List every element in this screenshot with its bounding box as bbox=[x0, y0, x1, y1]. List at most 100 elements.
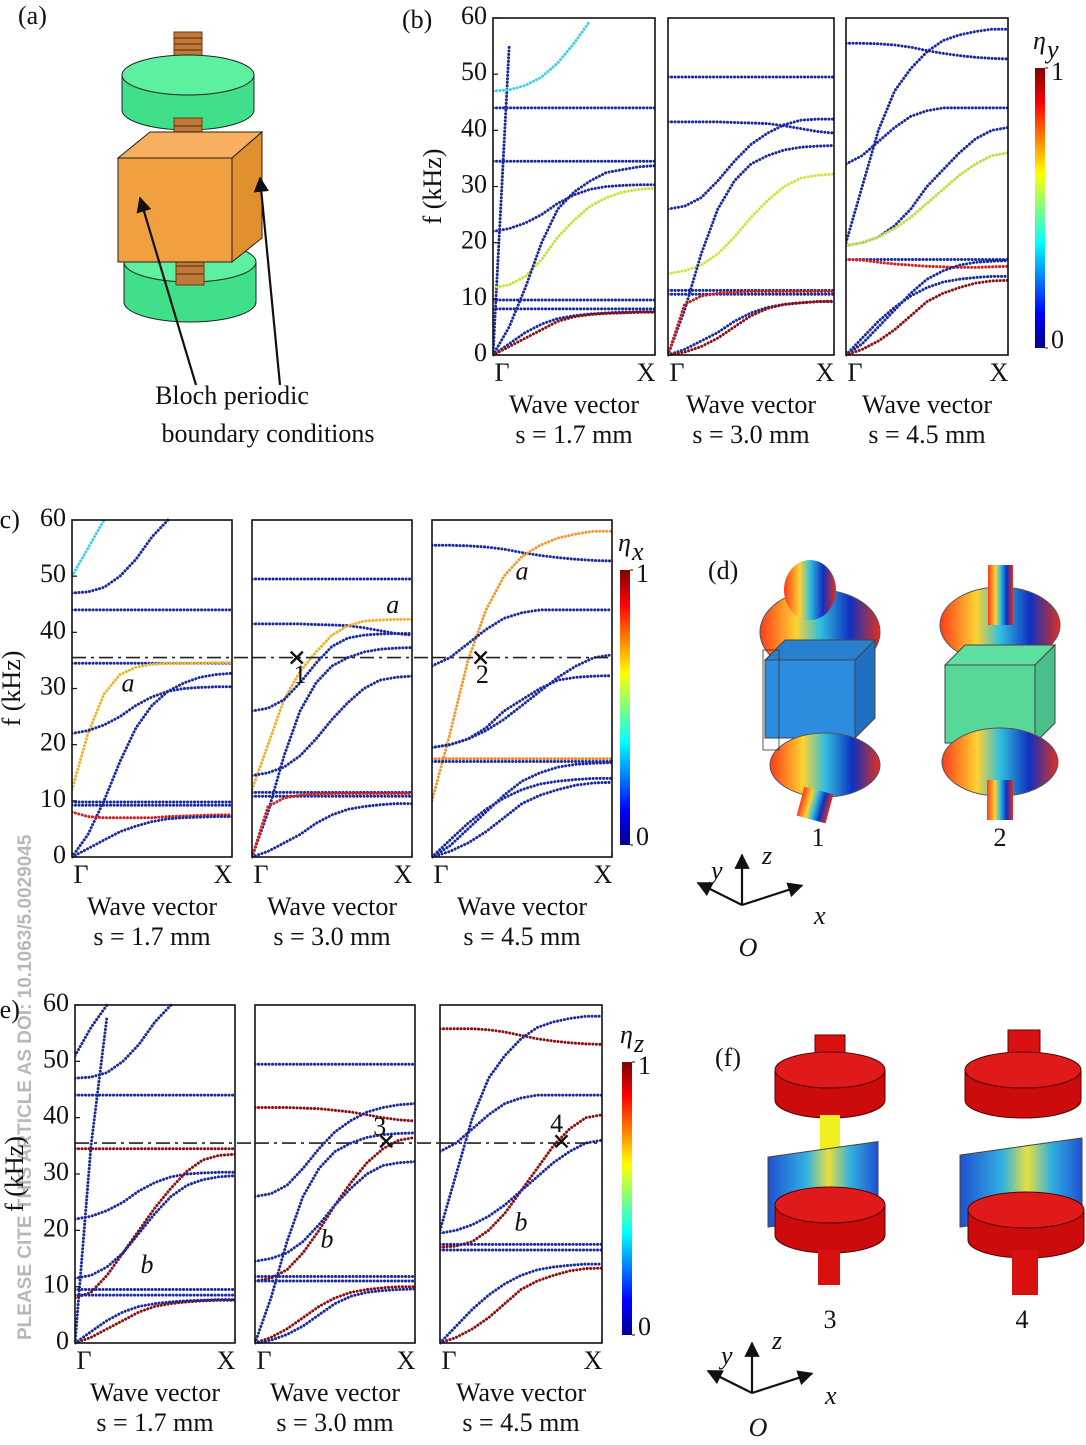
axis-letter: O bbox=[739, 933, 758, 962]
x-axis-label: Wave vector bbox=[509, 390, 639, 419]
band bbox=[255, 1131, 415, 1345]
band bbox=[493, 186, 655, 290]
colorbar-tick-label: 0 bbox=[1051, 325, 1064, 354]
band bbox=[432, 608, 612, 668]
colorbar bbox=[1035, 68, 1045, 348]
x-axis-label: Wave vector bbox=[686, 390, 816, 419]
x-tick-label: X bbox=[594, 860, 613, 889]
x-tick-label: X bbox=[217, 1346, 236, 1375]
mode-label: 1 bbox=[812, 823, 825, 852]
chart-subtitle: s = 1.7 mm bbox=[93, 922, 210, 951]
band bbox=[668, 290, 834, 357]
band bbox=[668, 172, 834, 276]
chart-subtitle: s = 1.7 mm bbox=[96, 1408, 213, 1437]
chart-subtitle: s = 3.0 mm bbox=[692, 420, 809, 449]
band bbox=[72, 671, 232, 859]
panel-label: (e) bbox=[0, 995, 20, 1024]
mode-shape-illustration bbox=[759, 560, 1061, 824]
band bbox=[846, 278, 1008, 357]
plot-area bbox=[493, 19, 655, 357]
y-tick-label: 0 bbox=[53, 840, 66, 869]
x-axis-label: Wave vector bbox=[90, 1378, 220, 1407]
y-tick-label: 30 bbox=[43, 1157, 69, 1186]
colorbar-label: η bbox=[1033, 26, 1046, 55]
band bbox=[846, 27, 1008, 245]
band bbox=[440, 1138, 602, 1235]
colorbar-label-subscript: y bbox=[1044, 35, 1059, 64]
band bbox=[846, 151, 1008, 247]
plot-frame bbox=[845, 17, 1009, 356]
band bbox=[440, 1027, 602, 1046]
colorbar-label: η bbox=[620, 1020, 633, 1049]
band bbox=[668, 300, 834, 357]
x-tick-label: Γ bbox=[76, 1346, 91, 1375]
band bbox=[72, 815, 232, 859]
plot-area bbox=[432, 529, 612, 859]
mode-label: 3 bbox=[824, 1305, 837, 1334]
band bbox=[493, 183, 655, 233]
axis-triad bbox=[696, 853, 814, 1395]
band bbox=[255, 1285, 415, 1345]
plot-frame bbox=[667, 17, 835, 356]
y-tick-label: 60 bbox=[461, 1, 487, 30]
band bbox=[846, 106, 1008, 166]
x-tick-label: X bbox=[637, 358, 656, 387]
annotation: b bbox=[141, 1250, 154, 1279]
band bbox=[846, 274, 1008, 357]
band bbox=[440, 1093, 602, 1153]
watermark: PLEASE CITE THIS ARTICLE AS DOI: 10.1063… bbox=[15, 834, 36, 1340]
x-tick-label: Γ bbox=[441, 1346, 456, 1375]
band bbox=[493, 164, 655, 357]
y-axis-label: f (kHz) bbox=[418, 149, 447, 225]
band bbox=[846, 258, 1008, 269]
y-tick-label: 10 bbox=[43, 1270, 69, 1299]
colorbar-label-subscript: x bbox=[631, 537, 644, 566]
x-tick-label: X bbox=[816, 358, 835, 387]
band bbox=[432, 653, 612, 749]
cross-marker bbox=[554, 1134, 569, 1149]
plot-area bbox=[75, 1003, 235, 1345]
x-tick-label: Γ bbox=[256, 1346, 271, 1375]
y-axis-label: f (kHz) bbox=[0, 1136, 29, 1212]
band bbox=[252, 632, 412, 713]
band bbox=[252, 792, 412, 859]
band bbox=[72, 685, 232, 735]
band bbox=[432, 674, 612, 749]
band bbox=[668, 299, 834, 357]
y-tick-label: 20 bbox=[43, 1213, 69, 1242]
cross-marker bbox=[473, 650, 488, 665]
band bbox=[72, 661, 232, 792]
band bbox=[75, 1170, 235, 1221]
x-axis-label: Wave vector bbox=[270, 1378, 400, 1407]
band bbox=[252, 617, 412, 792]
mode-shape-illustration bbox=[767, 1029, 1085, 1295]
band bbox=[668, 144, 834, 357]
y-tick-label: 30 bbox=[40, 671, 66, 700]
axis-letter: O bbox=[749, 1413, 768, 1442]
y-tick-label: 60 bbox=[40, 503, 66, 532]
axis-letter: y bbox=[718, 1341, 733, 1370]
y-tick-label: 50 bbox=[461, 57, 487, 86]
chart-subtitle: s = 4.5 mm bbox=[868, 420, 985, 449]
annotation: a bbox=[386, 590, 399, 619]
y-tick-label: 50 bbox=[43, 1044, 69, 1073]
y-axis-label: f (kHz) bbox=[0, 651, 26, 727]
band bbox=[493, 44, 511, 357]
band bbox=[432, 761, 612, 859]
band bbox=[72, 810, 232, 820]
plot-frame bbox=[254, 1004, 416, 1344]
colorbar-label: η bbox=[618, 528, 631, 557]
band bbox=[75, 1174, 235, 1280]
band bbox=[252, 674, 412, 778]
mode-label: 4 bbox=[1016, 1305, 1029, 1334]
plot-frame bbox=[74, 1004, 236, 1344]
band bbox=[668, 120, 834, 135]
y-tick-label: 30 bbox=[461, 169, 487, 198]
band bbox=[252, 802, 412, 859]
band bbox=[255, 1102, 415, 1198]
band bbox=[432, 780, 612, 859]
panel-label: (a) bbox=[18, 1, 47, 30]
y-tick-label: 60 bbox=[43, 988, 69, 1017]
colorbar-tick-label: 0 bbox=[638, 1312, 651, 1341]
